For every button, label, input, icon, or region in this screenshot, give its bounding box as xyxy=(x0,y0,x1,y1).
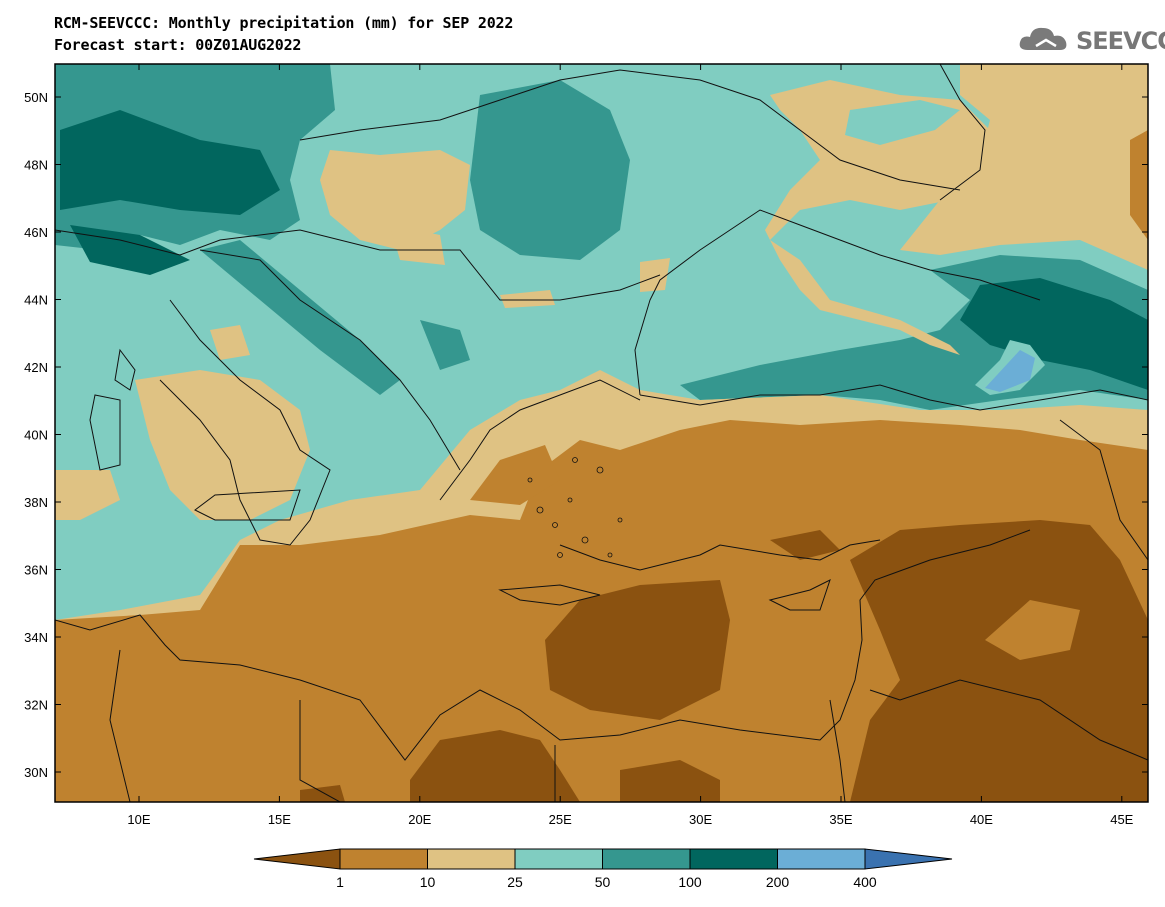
legend-swatch-below xyxy=(253,848,341,870)
legend-swatch xyxy=(602,848,691,870)
lon-tick-label: 25E xyxy=(549,812,572,827)
lat-tick-label: 50N xyxy=(24,90,48,105)
legend-label: 100 xyxy=(678,874,702,890)
lat-tick-label: 38N xyxy=(24,495,48,510)
legend-swatch-above xyxy=(864,848,953,870)
legend-swatch xyxy=(777,848,866,870)
precipitation-field xyxy=(55,64,1148,802)
lon-tick-label: 20E xyxy=(408,812,431,827)
lat-tick-label: 44N xyxy=(24,293,48,308)
lat-tick-label: 34N xyxy=(24,630,48,645)
logo-text: SEEVCCC xyxy=(1076,27,1165,55)
legend-label: 10 xyxy=(420,874,436,890)
lat-tick-label: 36N xyxy=(24,563,48,578)
forecast-start-subtitle: Forecast start: 00Z01AUG2022 xyxy=(54,36,302,54)
legend-label: 200 xyxy=(766,874,790,890)
lat-tick-label: 30N xyxy=(24,765,48,780)
plot-frame xyxy=(54,63,1149,803)
lat-tick-label: 42N xyxy=(24,360,48,375)
latitude-axis: 50N 48N 46N 44N 42N 40N 38N 36N 34N 32N 30N xyxy=(24,90,1148,780)
legend-swatch xyxy=(427,848,516,870)
lat-tick-label: 46N xyxy=(24,225,48,240)
cloud-icon xyxy=(1019,27,1067,50)
precipitation-legend: 1 10 25 50 100 200 400 xyxy=(253,848,953,890)
map-title: RCM-SEEVCCC: Monthly precipitation (mm) … xyxy=(54,14,514,32)
lon-tick-label: 35E xyxy=(829,812,852,827)
lon-tick-label: 30E xyxy=(689,812,712,827)
lon-tick-label: 45E xyxy=(1110,812,1133,827)
lat-tick-label: 48N xyxy=(24,158,48,173)
lat-tick-label: 40N xyxy=(24,428,48,443)
legend-swatch xyxy=(514,848,603,870)
legend-label: 400 xyxy=(853,874,877,890)
legend-swatch xyxy=(339,848,428,870)
lat-tick-label: 32N xyxy=(24,698,48,713)
legend-label: 50 xyxy=(595,874,611,890)
legend-label: 1 xyxy=(336,874,344,890)
legend-swatch xyxy=(689,848,778,870)
lon-tick-label: 10E xyxy=(127,812,150,827)
lon-tick-label: 15E xyxy=(268,812,291,827)
lon-tick-label: 40E xyxy=(970,812,993,827)
legend-label: 25 xyxy=(507,874,523,890)
longitude-axis: 10E 15E 20E 25E 30E 35E 40E 45E xyxy=(127,64,1134,827)
